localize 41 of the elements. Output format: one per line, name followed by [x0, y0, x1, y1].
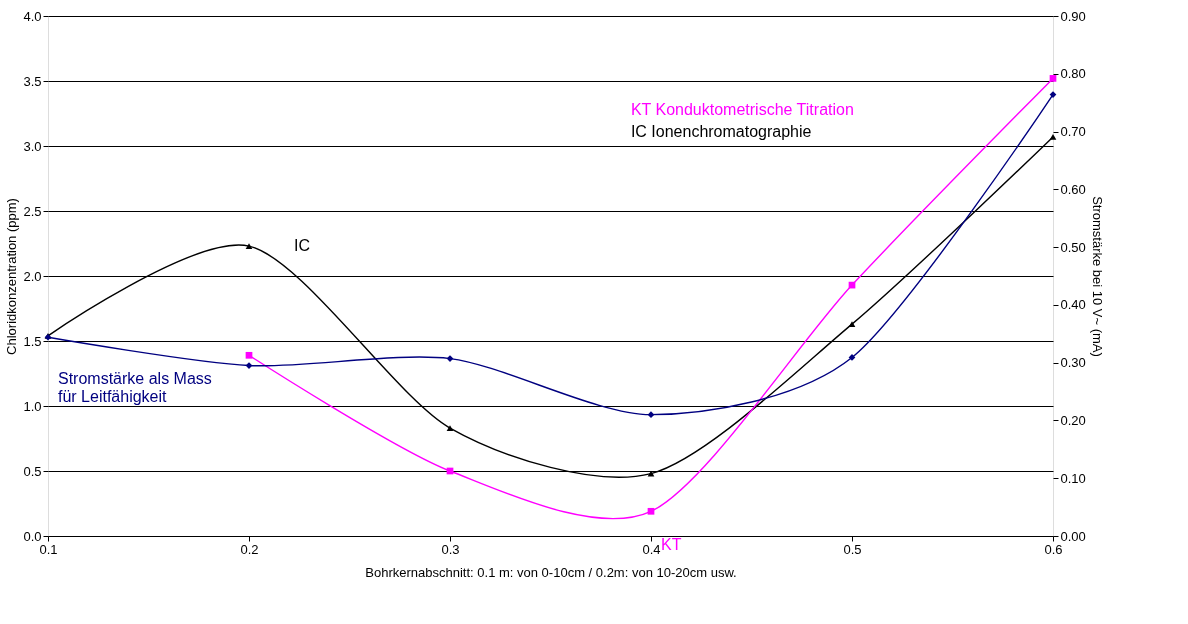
point	[848, 321, 856, 328]
x-tick-label: 0.4	[642, 541, 661, 557]
series-label: Stromstärke als Mass für Leitfähigkeit	[58, 370, 212, 406]
point	[647, 507, 655, 515]
y-tick-label: 0.5	[23, 463, 42, 479]
y2-tick-label: 0.30	[1060, 355, 1086, 371]
point	[245, 351, 253, 359]
y2-tick-label: 0.20	[1060, 412, 1086, 428]
annotation: IC Ionenchromatographie	[630, 122, 812, 140]
y2-tick-label: 0.10	[1060, 470, 1086, 486]
y2-tick-label: 0.70	[1060, 124, 1086, 140]
x-tick-label: 0.2	[240, 541, 259, 557]
y-tick-label: 2.5	[23, 203, 42, 219]
y-tick-label: 0.0	[23, 528, 42, 544]
y2-tick-label: 0.90	[1060, 8, 1086, 24]
y-tick-label: 3.5	[23, 73, 42, 89]
y-tick-label: 3.0	[23, 138, 42, 154]
y2-tick-label: 0.50	[1060, 239, 1086, 255]
x-tick-label: 0.6	[1044, 541, 1063, 557]
annotation: KT Konduktometrische Titration	[630, 100, 854, 118]
point	[647, 411, 655, 419]
x-tick-label: 0.1	[39, 541, 58, 557]
y-tick-label: 1.0	[23, 398, 42, 414]
x-tick-label: 0.3	[441, 541, 460, 557]
y-axis-title: Chloridkonzentration (ppm)	[4, 198, 20, 355]
y-tick-label: 4.0	[23, 8, 42, 24]
series-label: KT	[661, 536, 682, 554]
y-tick-label: 1.5	[23, 333, 42, 349]
y-tick-label: 2.0	[23, 268, 42, 284]
series-label: IC	[294, 237, 310, 255]
y2-tick-label: 0.40	[1060, 297, 1086, 313]
y2-tick-label: 0.00	[1060, 528, 1086, 544]
point	[446, 425, 454, 432]
point	[245, 243, 253, 250]
x-axis-title: Bohrkernabschnitt: 0.1 m: von 0-10cm / 0.2m: von 10-20cm usw.	[365, 564, 737, 580]
point	[1049, 134, 1057, 140]
point	[1049, 75, 1057, 82]
y2-tick-label: 0.60	[1060, 181, 1086, 197]
y2-tick-label: 0.80	[1060, 66, 1086, 82]
x-tick-label: 0.5	[843, 541, 862, 557]
y2-axis-title: Stromstärke bei 10 V~ (mA)	[1089, 196, 1105, 357]
